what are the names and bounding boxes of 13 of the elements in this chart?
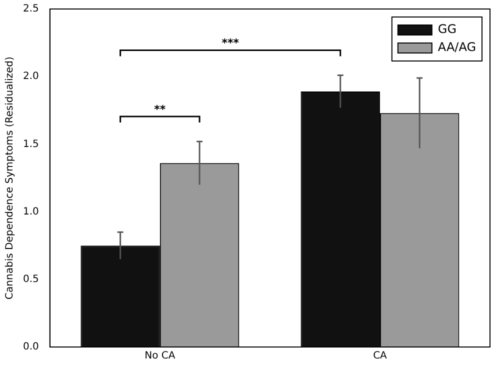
x-tick-label: No CA [144,350,176,362]
annotation: ** [154,102,166,116]
y-tick-label: 2.5 [22,4,39,15]
annotation: *** [222,36,240,50]
y-tick-label: 2.0 [22,71,39,82]
y-axis-title: Cannabis Dependence Symptoms (Residualized) [4,56,16,300]
y-tick-label: 0.5 [22,274,39,285]
x-tick-label: CA [373,350,388,362]
y-tick-label: 1.0 [22,206,39,218]
legend-label: AA/AG [438,40,476,54]
legend-label: GG [438,22,457,36]
y-tick-label: 1.5 [22,138,39,150]
y-tick-label: 0.0 [22,342,39,353]
